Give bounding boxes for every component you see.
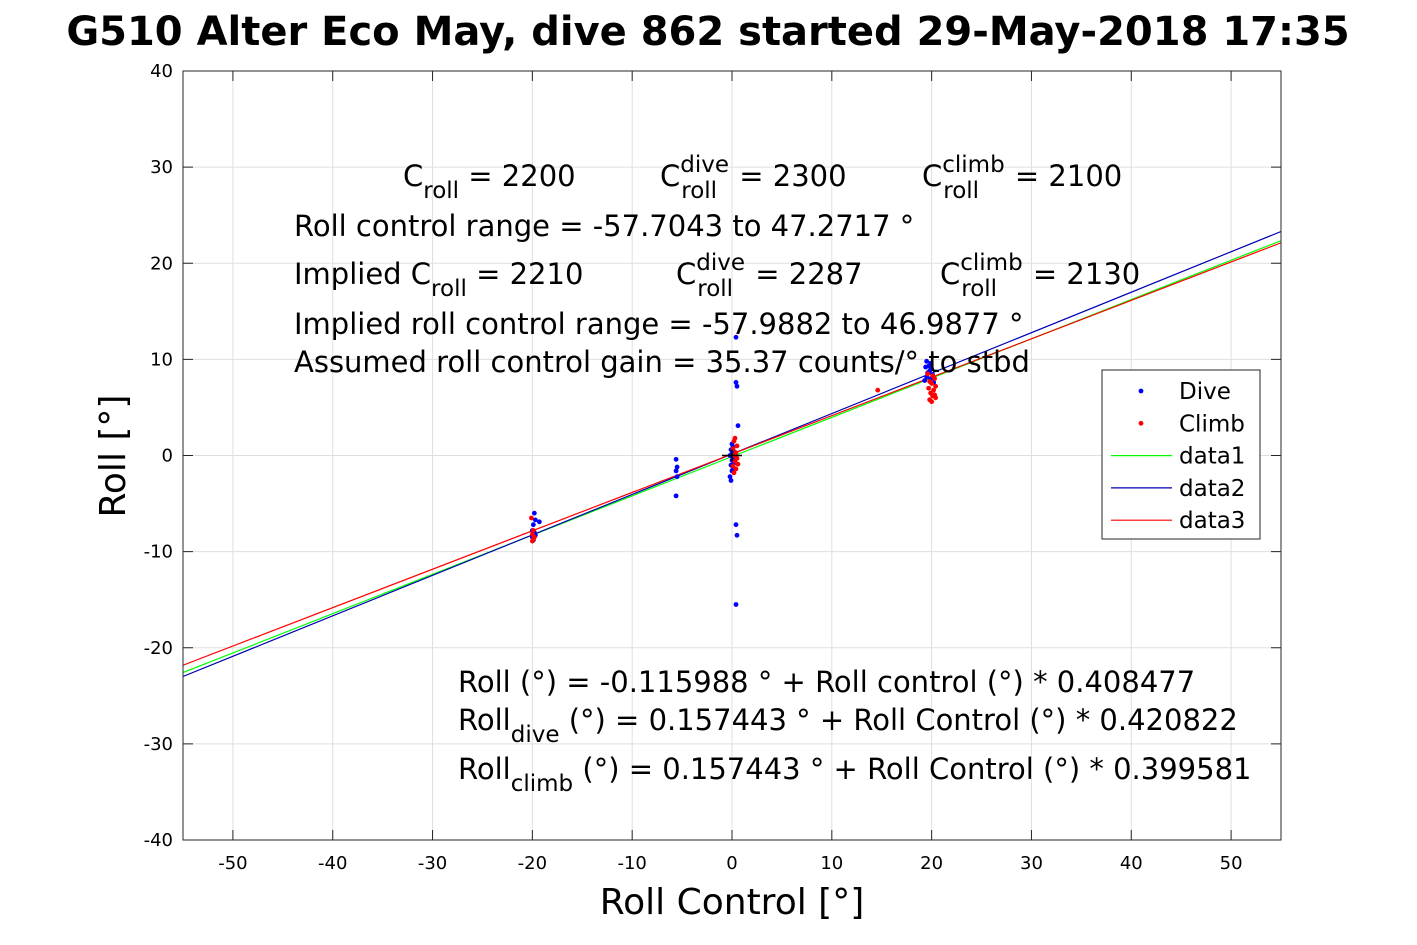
point-dive: [734, 383, 740, 389]
point-climb: [925, 371, 931, 377]
point-climb: [932, 376, 938, 381]
point-dive: [922, 378, 928, 383]
x-tick-label: -40: [318, 853, 347, 874]
point-climb: [530, 528, 536, 533]
annotation-text: Cdive roll = 2287: [676, 250, 863, 302]
point-dive: [728, 478, 734, 483]
x-tick-label: 30: [1020, 853, 1043, 874]
legend: Dive Climb data1 data2 data3: [1101, 369, 1261, 540]
annotation-text: Roll (°) = -0.115988 ° + Roll control (°…: [458, 665, 1195, 699]
point-dive: [727, 474, 733, 480]
legend-label: data2: [1179, 476, 1245, 502]
point-climb: [735, 461, 741, 467]
legend-label: Climb: [1179, 411, 1245, 437]
point-dive: [924, 358, 930, 364]
point-climb: [931, 387, 937, 393]
point-dive: [733, 522, 739, 528]
data-points: [528, 334, 939, 607]
annotation-text: Implied Croll = 2210: [294, 257, 583, 302]
point-dive: [733, 602, 739, 607]
chart-title: G510 Alter Eco May, dive 862 started 29-…: [66, 9, 1349, 55]
y-tick-label: -30: [144, 734, 173, 755]
annotation-text: Rollclimb (°) = 0.157443 ° + Roll Contro…: [458, 752, 1251, 797]
point-dive: [674, 474, 680, 480]
x-tick-label: 50: [1220, 853, 1243, 874]
x-tick-label: -20: [518, 853, 547, 874]
y-tick-label: 40: [150, 61, 173, 82]
point-climb: [733, 466, 739, 472]
point-climb: [529, 538, 535, 544]
annotation-text: Cclimb roll = 2130: [940, 250, 1140, 302]
y-tick-label: 30: [150, 157, 173, 178]
point-climb: [528, 515, 534, 521]
point-dive: [673, 493, 679, 499]
point-climb: [875, 387, 881, 393]
y-tick-label: 20: [150, 253, 173, 274]
x-tick-label: 0: [726, 853, 737, 874]
legend-box: [1101, 369, 1261, 540]
point-climb: [926, 385, 932, 391]
point-climb: [731, 470, 737, 476]
y-tick-label: 0: [162, 446, 173, 467]
annotation-text: Assumed roll control gain = 35.37 counts…: [294, 345, 1030, 379]
point-climb: [929, 399, 935, 405]
point-dive: [673, 456, 679, 462]
point-climb: [933, 383, 939, 389]
point-climb: [929, 381, 935, 386]
legend-label: Dive: [1179, 379, 1231, 405]
point-dive: [673, 468, 679, 474]
point-dive: [735, 423, 741, 429]
y-axis-ticks: -40 -30 -20 -10 0 10 20 30 40: [144, 61, 1281, 851]
point-climb: [734, 443, 740, 449]
annotation-text: Rolldive (°) = 0.157443 ° + Roll Control…: [458, 703, 1238, 748]
annotation-text: Cclimb roll = 2100: [922, 152, 1122, 204]
point-climb: [730, 463, 736, 469]
point-dive: [733, 380, 739, 385]
x-tick-label: 10: [820, 853, 843, 874]
y-tick-label: 10: [150, 349, 173, 370]
annotation-text: Croll = 2200: [403, 159, 576, 204]
point-dive: [733, 334, 739, 340]
y-tick-label: -40: [144, 830, 173, 851]
point-dive: [734, 532, 740, 538]
x-tick-label: 20: [920, 853, 943, 874]
x-tick-label: 40: [1120, 853, 1143, 874]
point-climb: [731, 438, 737, 444]
x-tick-label: -10: [617, 853, 646, 874]
annotation-text: Implied roll control range = -57.9882 to…: [294, 307, 1024, 341]
legend-label: data1: [1179, 444, 1245, 470]
point-dive: [532, 517, 538, 523]
point-dive: [531, 510, 537, 516]
point-dive: [530, 522, 536, 528]
legend-marker-climb: [1138, 420, 1144, 426]
annotation-text: Roll control range = -57.7043 to 47.2717…: [294, 209, 914, 243]
annotation-text: Cdive roll = 2300: [660, 152, 847, 204]
point-climb: [732, 458, 738, 464]
y-tick-label: -10: [144, 542, 173, 563]
legend-marker-dive: [1138, 388, 1144, 394]
x-tick-label: -30: [418, 853, 447, 874]
x-axis-label: Roll Control [°]: [600, 882, 865, 923]
y-axis-label: Roll [°]: [93, 395, 134, 518]
x-axis-ticks: -50 -40 -30 -20 -10 0 10 20 30 40 50: [218, 71, 1243, 874]
point-dive: [923, 364, 929, 370]
x-tick-label: -50: [218, 853, 247, 874]
legend-label: data3: [1179, 508, 1245, 534]
point-dive: [674, 464, 680, 470]
annotations: Croll = 2200 Cdive roll = 2300 Cclimb roll =…: [294, 152, 1251, 797]
y-tick-label: -20: [144, 638, 173, 659]
point-climb: [932, 392, 938, 398]
point-dive: [536, 519, 542, 525]
